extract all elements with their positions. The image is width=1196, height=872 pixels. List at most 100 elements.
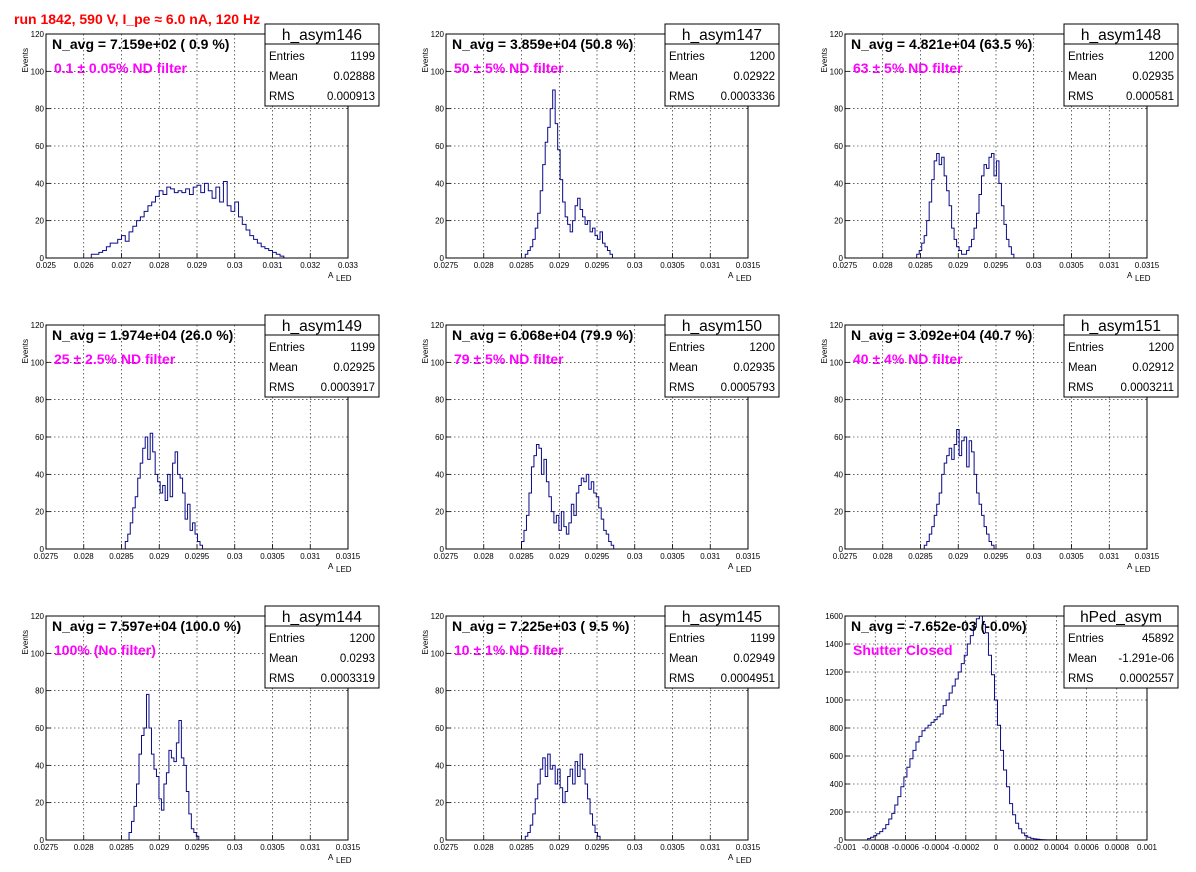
stat-label: RMS	[669, 91, 695, 103]
x-tick-label: 0.031	[700, 552, 721, 561]
x-tick-label: 0.027	[111, 261, 132, 270]
stat-label: Entries	[1068, 51, 1104, 63]
y-tick-label: 0	[440, 254, 445, 263]
x-tick-label: 0.028	[873, 261, 894, 270]
x-axis-label-subscript: LED	[736, 565, 752, 574]
x-tick-label: 0.0305	[660, 552, 685, 561]
histogram-series-h_asym148	[916, 152, 1015, 258]
stat-value: 1200	[1148, 342, 1174, 354]
x-tick-label: 0.0315	[736, 261, 761, 270]
x-axis-label-subscript: LED	[336, 856, 352, 865]
x-tick-label: 0.0315	[736, 552, 761, 561]
stat-label: RMS	[669, 382, 695, 394]
y-tick-label: 100	[31, 358, 45, 367]
x-tick-label: 0.0305	[660, 843, 685, 852]
y-tick-label: 0	[839, 545, 844, 554]
histogram-panel-h_asym148: 0.0275 0.028 0.0285 0.029 0.0295 0.03 0.0305 0.…	[820, 23, 1179, 283]
y-tick-label: 60	[834, 433, 843, 442]
histogram-series-h_asym149	[124, 432, 204, 549]
stat-value: 0.0002557	[1120, 673, 1174, 685]
x-tick-label: 0	[994, 843, 999, 852]
y-tick-label: 80	[435, 105, 444, 114]
x-tick-label: -0.0006	[892, 843, 920, 852]
x-tick-label: 0.0285	[509, 552, 534, 561]
stat-value: 0.02925	[333, 362, 375, 374]
n-avg-label: N_avg = -7.652e-03 (-0.0%)	[851, 618, 1026, 634]
y-tick-label: 0	[440, 836, 445, 845]
x-tick-label: 0.028	[474, 261, 495, 270]
stat-label: Mean	[269, 653, 298, 665]
y-tick-label: 120	[31, 612, 45, 621]
y-tick-label: 100	[31, 649, 45, 658]
x-tick-label: 0.0305	[660, 261, 685, 270]
stats-box	[1063, 625, 1179, 689]
x-tick-label: 0.0285	[109, 552, 134, 561]
x-tick-label: 0.0008	[1105, 843, 1130, 852]
stat-value: 0.000913	[327, 91, 375, 103]
x-axis-label: A	[1127, 271, 1133, 280]
x-tick-label: 0.03	[627, 843, 643, 852]
histogram-name: h_asym144	[282, 609, 363, 626]
x-axis-label-subscript: LED	[336, 565, 352, 574]
stat-value: 1199	[350, 51, 375, 63]
y-tick-label: 100	[31, 67, 45, 76]
y-tick-label: 60	[35, 724, 44, 733]
x-axis-label: A	[1127, 562, 1133, 571]
stat-value: 0.02949	[733, 653, 775, 665]
y-tick-label: 80	[35, 687, 44, 696]
x-tick-label: 0.028	[873, 552, 894, 561]
y-tick-label: 60	[435, 142, 444, 151]
n-avg-label: N_avg = 7.159e+02 ( 0.9 %)	[52, 36, 229, 52]
stat-value: 0.02922	[733, 71, 775, 83]
y-tick-label: 40	[35, 761, 44, 770]
y-tick-label: 400	[830, 780, 844, 789]
stat-value: 0.0293	[340, 653, 375, 665]
x-axis-label-subscript: LED	[736, 856, 752, 865]
x-tick-label: 0.033	[338, 261, 359, 270]
x-axis-label-subscript: LED	[336, 274, 352, 283]
x-tick-label: 0.0275	[434, 552, 459, 561]
x-tick-label: 0.03	[1026, 552, 1042, 561]
filter-label: 50 ± 5% ND filter	[454, 60, 564, 76]
stats-box	[1063, 43, 1179, 107]
x-tick-label: 0.0295	[984, 552, 1009, 561]
y-tick-label: 1000	[825, 696, 843, 705]
filter-label: 10 ± 1% ND filter	[454, 642, 564, 658]
x-tick-label: 0.0295	[585, 552, 610, 561]
histogram-panel-h_asym147: 0.0275 0.028 0.0285 0.029 0.0295 0.03 0.0305 0.…	[421, 23, 780, 283]
y-tick-label: 80	[435, 396, 444, 405]
x-tick-label: -0.001	[834, 843, 857, 852]
y-axis-label: Events	[820, 48, 829, 72]
x-tick-label: 0.03	[227, 552, 243, 561]
x-tick-label: -0.0008	[862, 843, 890, 852]
x-tick-label: 0.029	[187, 261, 208, 270]
stats-box	[664, 43, 780, 107]
stats-box	[264, 334, 380, 398]
x-tick-label: 0.0305	[260, 552, 285, 561]
y-tick-label: 100	[431, 67, 445, 76]
x-tick-label: 0.0285	[509, 261, 534, 270]
stats-box	[1063, 334, 1179, 398]
stat-value: 0.02935	[733, 362, 775, 374]
stat-label: RMS	[1068, 382, 1094, 394]
histogram-panel-hPed_asym: -0.001 -0.0008 -0.0006 -0.0004 -0.0002 0 0.000…	[825, 605, 1179, 852]
x-tick-label: 0.026	[74, 261, 95, 270]
y-tick-label: 100	[431, 358, 445, 367]
stat-label: RMS	[1068, 91, 1094, 103]
y-tick-label: 80	[35, 396, 44, 405]
stat-value: 1200	[749, 51, 775, 63]
x-tick-label: 0.031	[300, 843, 321, 852]
x-axis-label: A	[728, 562, 734, 571]
x-axis-label-subscript: LED	[736, 274, 752, 283]
y-tick-label: 20	[35, 508, 44, 517]
n-avg-label: N_avg = 3.859e+04 (50.8 %)	[452, 36, 633, 52]
x-tick-label: 0.0275	[434, 261, 459, 270]
x-tick-label: 0.03	[227, 261, 243, 270]
stat-label: Mean	[269, 71, 298, 83]
histogram-name: hPed_asym	[1080, 609, 1162, 626]
stat-label: Entries	[269, 633, 305, 645]
y-tick-label: 60	[35, 142, 44, 151]
x-tick-label: 0.03	[1026, 261, 1042, 270]
y-tick-label: 80	[834, 396, 843, 405]
stat-value: 1199	[350, 342, 375, 354]
